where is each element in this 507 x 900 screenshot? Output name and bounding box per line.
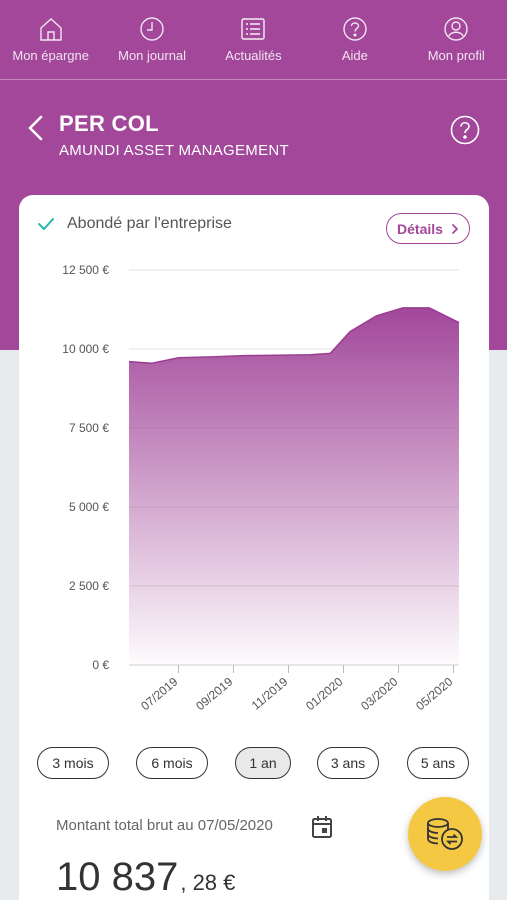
- range-3-mois[interactable]: 3 mois: [37, 747, 109, 779]
- amount-integer: 10 837: [56, 855, 179, 899]
- nav-item-aide[interactable]: Aide: [305, 16, 405, 63]
- news-icon: [241, 18, 266, 40]
- time-range-selector: 3 mois 6 mois 1 an 3 ans 5 ans: [19, 747, 489, 779]
- help-icon: [343, 17, 367, 41]
- page-subtitle: AMUNDI ASSET MANAGEMENT: [59, 142, 289, 159]
- nav-label: Aide: [341, 48, 368, 63]
- page-title: PER COL: [59, 111, 159, 136]
- range-6-mois[interactable]: 6 mois: [136, 747, 208, 779]
- y-tick-label: 10 000 €: [62, 342, 109, 356]
- portfolio-value-chart: 12 500 € 10 000 € 7 500 € 5 000 € 2 500 € 0 €…: [62, 263, 460, 713]
- nav-label: Mon profil: [427, 48, 485, 63]
- y-tick-label: 2 500 €: [69, 579, 109, 593]
- y-tick-label: 5 000 €: [69, 500, 109, 514]
- arbitrage-button[interactable]: [408, 797, 482, 871]
- x-tick-label: 01/2020: [303, 674, 345, 713]
- range-3-ans[interactable]: 3 ans: [317, 747, 379, 779]
- x-tick-label: 07/2019: [138, 674, 180, 713]
- total-amount: 10 837, 28 €: [56, 855, 235, 900]
- back-arrow-icon[interactable]: [24, 113, 48, 143]
- details-label: Détails: [397, 220, 443, 237]
- nav-item-mon-epargne[interactable]: Mon épargne: [1, 16, 101, 63]
- nav-label: Mon journal: [118, 48, 187, 63]
- coins-exchange-icon: [427, 818, 463, 850]
- calendar-icon[interactable]: [311, 815, 333, 839]
- nav-item-mon-journal[interactable]: Mon journal: [102, 16, 202, 63]
- amount-decimal: , 28 €: [180, 870, 236, 895]
- help-icon[interactable]: [450, 115, 480, 145]
- chevron-right-icon: [452, 223, 458, 234]
- fund-card: Abondé par l'entreprise Détails 12 500 €…: [19, 195, 489, 900]
- nav-label: Mon épargne: [12, 48, 89, 63]
- total-amount-label: Montant total brut au 07/05/2020: [56, 817, 273, 834]
- x-tick-label: 05/2020: [413, 674, 455, 713]
- clock-icon: [140, 17, 164, 41]
- details-button[interactable]: Détails: [386, 213, 470, 244]
- page-header: PER COL AMUNDI ASSET MANAGEMENT: [0, 95, 507, 175]
- check-icon: [38, 218, 54, 230]
- y-tick-label: 0 €: [92, 658, 109, 672]
- x-tick-label: 09/2019: [193, 674, 235, 713]
- range-5-ans[interactable]: 5 ans: [407, 747, 469, 779]
- profile-icon: [444, 17, 468, 41]
- area-series: [129, 307, 459, 665]
- y-tick-label: 12 500 €: [62, 263, 109, 277]
- top-navigation: Mon épargne Mon journal Actualités Aide …: [0, 0, 507, 80]
- area-series-line: [128, 307, 460, 364]
- y-tick-label: 7 500 €: [69, 421, 109, 435]
- nav-label: Actualités: [225, 48, 282, 63]
- nav-item-actualites[interactable]: Actualités: [203, 16, 303, 63]
- x-tick-label: 11/2019: [249, 674, 291, 712]
- range-1-an[interactable]: 1 an: [235, 747, 291, 779]
- nav-item-mon-profil[interactable]: Mon profil: [406, 16, 506, 63]
- abonde-label: Abondé par l'entreprise: [67, 215, 232, 232]
- abonde-indicator: Abondé par l'entreprise: [37, 215, 232, 233]
- x-tick-label: 03/2020: [358, 674, 400, 713]
- home-icon: [39, 18, 62, 41]
